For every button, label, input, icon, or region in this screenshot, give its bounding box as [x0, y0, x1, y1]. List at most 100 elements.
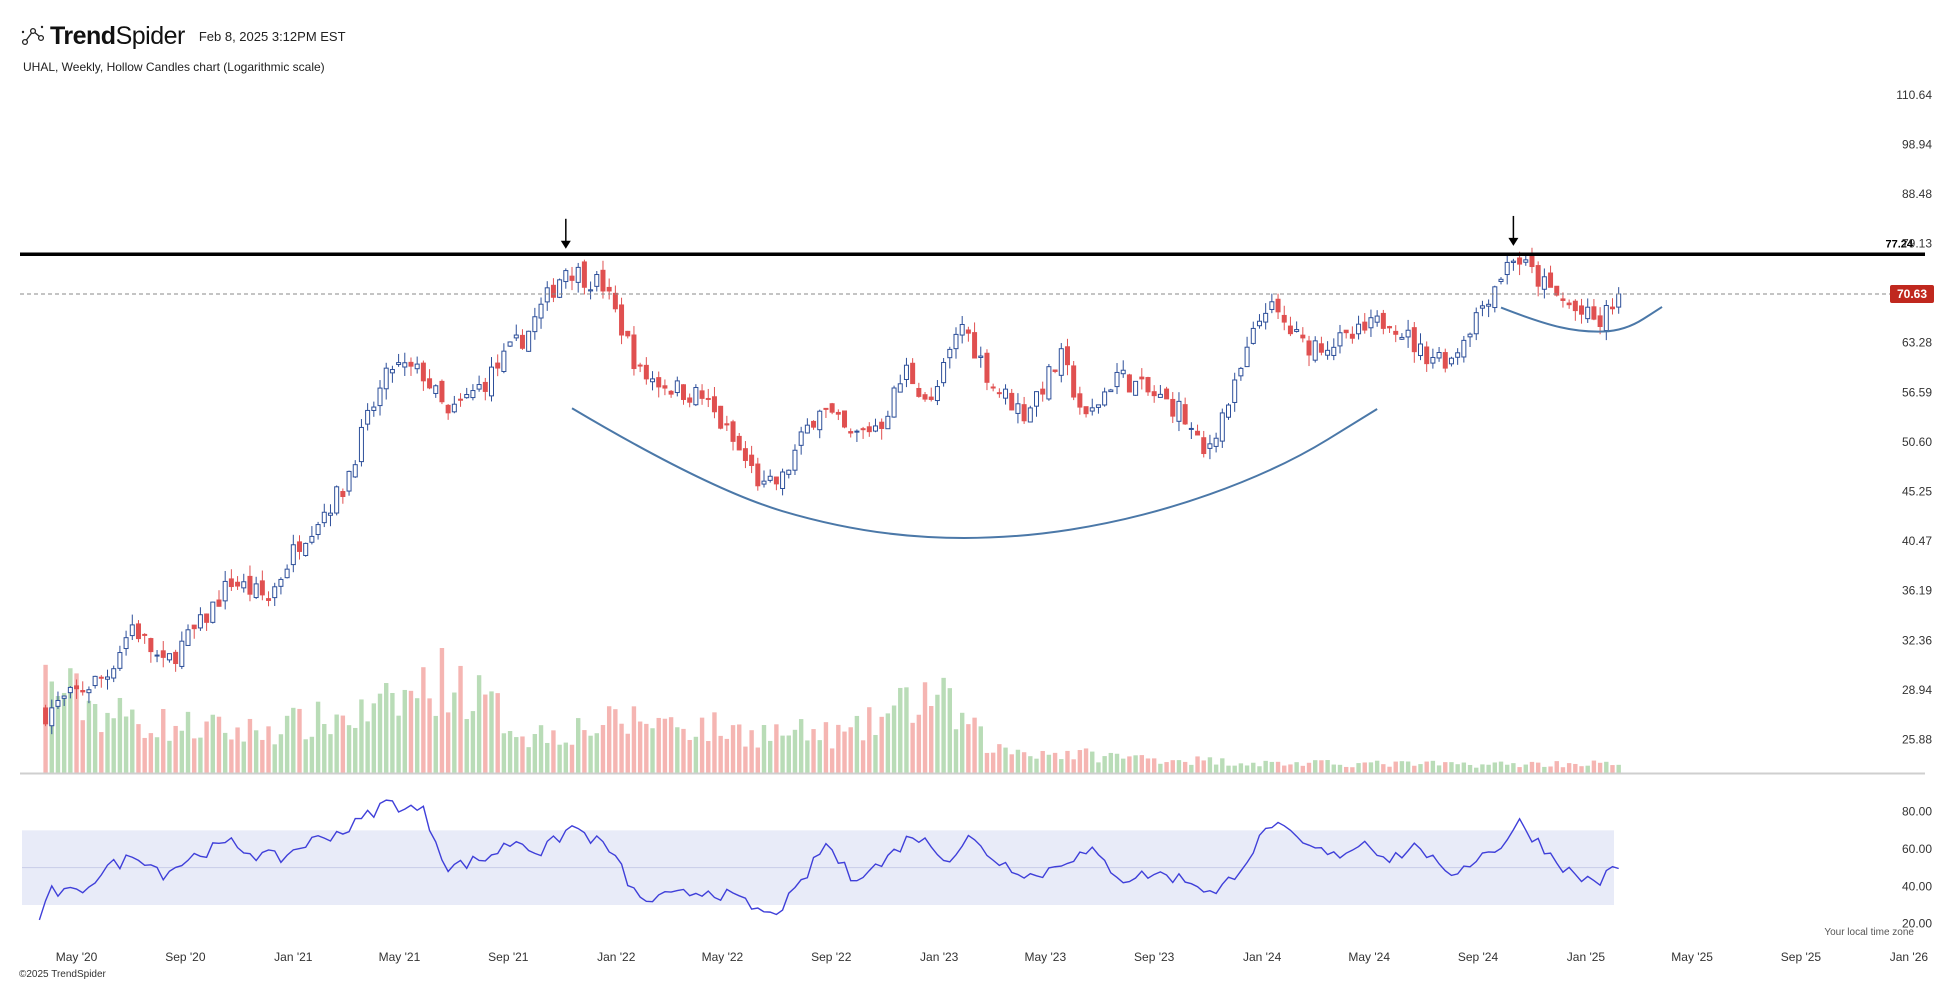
volume-bar [619, 723, 624, 773]
candle [272, 582, 278, 607]
volume-bar [693, 736, 699, 773]
volume-bar [130, 709, 135, 773]
candle [346, 470, 352, 496]
candle [656, 371, 662, 398]
candle [1213, 432, 1219, 453]
candle-body [1120, 369, 1126, 375]
candle-body [1337, 332, 1343, 347]
volume-bar [359, 699, 364, 773]
candle [259, 570, 265, 601]
down-arrow-icon[interactable] [560, 218, 571, 249]
candle [829, 402, 835, 415]
volume-bar [501, 733, 507, 773]
volume-bar [798, 719, 804, 773]
candle-body [470, 390, 476, 399]
volume-bar [1517, 767, 1522, 773]
candle [74, 679, 80, 699]
candle-body [1504, 261, 1510, 276]
volume-bar [737, 724, 742, 773]
candle-body [1176, 400, 1182, 422]
candle-body [1455, 352, 1461, 358]
price-tick-label: 98.94 [1902, 137, 1932, 151]
candle-body [1207, 443, 1213, 449]
candle-body [290, 544, 296, 566]
volume-bar [1170, 760, 1175, 773]
candle [1250, 321, 1256, 345]
candle [1089, 398, 1095, 416]
price-tick-label: 36.19 [1902, 584, 1932, 598]
candle [668, 389, 674, 398]
volume-bar [1591, 760, 1597, 773]
volume-bar [1046, 754, 1052, 773]
candle [43, 704, 49, 727]
price-tick-label: 40.47 [1902, 534, 1932, 548]
volume-bar [1523, 764, 1528, 773]
candle-body [588, 289, 594, 292]
down-arrow-icon[interactable] [1508, 215, 1519, 246]
candle-body [427, 378, 433, 389]
volume-bar [284, 715, 290, 773]
volume-bar [1034, 758, 1039, 773]
volume-bar [1405, 761, 1411, 773]
candle [1139, 368, 1145, 390]
candle-body [1585, 306, 1591, 320]
candle-body [854, 430, 860, 433]
candle-body [1424, 346, 1430, 365]
candle-body [1157, 393, 1163, 398]
candle-body [123, 637, 129, 650]
candle-body [823, 407, 829, 410]
cup-curve-annotation[interactable] [571, 407, 1378, 539]
candle-body [891, 387, 897, 418]
volume-bar [74, 673, 79, 773]
volume-bar [353, 727, 358, 773]
candle [402, 352, 408, 376]
candle-body [1250, 327, 1256, 344]
candle-body [1058, 348, 1064, 376]
volume-bar [600, 725, 606, 773]
price-tick-label: 28.94 [1902, 683, 1932, 697]
trendspider-logo[interactable]: Trend Spider [20, 22, 185, 51]
volume-bar [588, 735, 593, 773]
volume-bar [687, 739, 692, 773]
candle-body [129, 624, 135, 637]
volume-bar [594, 733, 599, 773]
candle [557, 278, 563, 299]
candle-body [1387, 326, 1393, 329]
volume-bar [520, 736, 525, 773]
volume-bar [1189, 764, 1194, 773]
candle-body [557, 279, 563, 298]
volume-bar [1325, 760, 1330, 773]
candle-body [699, 390, 705, 399]
candle [1287, 316, 1293, 337]
candle-body [1405, 329, 1411, 338]
volume-bar [873, 734, 878, 773]
candle-body [340, 491, 346, 498]
time-tick-label: May '20 [56, 950, 98, 964]
volume-bar [1207, 757, 1213, 773]
candle [563, 268, 569, 289]
volume-bar [885, 713, 891, 773]
handle-curve-annotation[interactable] [1500, 306, 1663, 333]
candle-body [1529, 253, 1535, 268]
volume-bar [984, 752, 990, 773]
rsi-tick-label: 40.00 [1902, 879, 1932, 893]
volume-bar [142, 737, 147, 773]
candle [1504, 253, 1510, 285]
volume-bar [192, 738, 197, 773]
candle [705, 388, 711, 408]
volume-bar [625, 733, 630, 773]
candle-body [569, 275, 575, 281]
volume-bar [80, 720, 85, 773]
volume-bar [1449, 762, 1454, 773]
candle [98, 675, 104, 688]
candle [61, 695, 67, 706]
volume-bar [1399, 761, 1405, 773]
candle-body [1213, 437, 1219, 447]
candle [476, 375, 482, 392]
candle [1176, 392, 1182, 432]
candle [631, 326, 637, 376]
candle [340, 488, 346, 504]
candle-body [1591, 306, 1597, 320]
time-axis: May '20 Sep '20 Jan '21 May '21 Sep '21 Jan '… [56, 950, 1929, 964]
